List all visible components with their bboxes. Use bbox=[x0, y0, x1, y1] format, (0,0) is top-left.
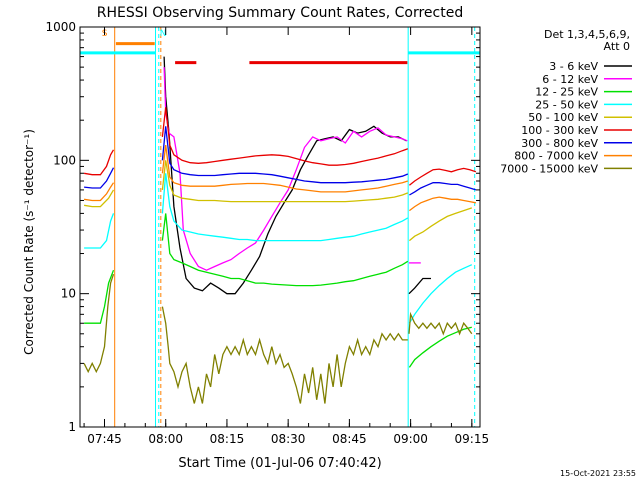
x-tick-label-1: 08:00 bbox=[148, 432, 183, 446]
axes: 07:45 08:00 08:15 08:30 08:45 09:00 09:15 1 10 10… bbox=[45, 20, 489, 446]
y-axis-label: Corrected Count Rate (s⁻¹ detector⁻¹) bbox=[22, 129, 36, 355]
legend-label-7: 800 - 7000 keV bbox=[514, 150, 598, 163]
x-tick-label-2: 08:15 bbox=[210, 432, 245, 446]
series-5-segment-2 bbox=[408, 167, 477, 186]
series-8-segment-0 bbox=[83, 273, 115, 374]
legend-label-3: 25 - 50 keV bbox=[535, 98, 598, 111]
legend-header-line-2: Att 0 bbox=[604, 40, 630, 53]
series-2-segment-2 bbox=[408, 326, 472, 368]
legend-label-8: 7000 - 15000 keV bbox=[500, 162, 598, 175]
x-tick-label-4: 08:45 bbox=[332, 432, 367, 446]
series-6-segment-2 bbox=[409, 182, 477, 196]
x-tick-label-6: 09:15 bbox=[455, 432, 490, 446]
series-3-segment-0 bbox=[84, 213, 115, 249]
series-4-segment-2 bbox=[408, 207, 473, 242]
flag-label-n: N bbox=[160, 29, 167, 39]
series-8-segment-2 bbox=[408, 311, 473, 336]
series-6-segment-1 bbox=[161, 126, 409, 184]
plot-inner: SN bbox=[80, 27, 480, 427]
series-7-segment-1 bbox=[161, 145, 408, 193]
series-3-segment-1 bbox=[161, 173, 409, 242]
x-tick-label-5: 09:00 bbox=[393, 432, 428, 446]
plot-area: SN bbox=[80, 27, 480, 427]
series-0-segment-1 bbox=[408, 277, 431, 295]
series-1-segment-0 bbox=[163, 67, 408, 271]
y-tick-label-0: 1 bbox=[68, 420, 76, 434]
legend-label-4: 50 - 100 keV bbox=[528, 111, 598, 124]
legend-label-1: 6 - 12 keV bbox=[542, 73, 598, 86]
series-7-segment-0 bbox=[84, 182, 115, 202]
y-tick-label-1: 10 bbox=[61, 287, 76, 301]
y-tick-label-3: 1000 bbox=[45, 20, 76, 34]
series-7-segment-2 bbox=[409, 196, 477, 212]
x-tick-label-3: 08:30 bbox=[271, 432, 306, 446]
series-0-segment-0 bbox=[163, 56, 407, 295]
x-axis-label: Start Time (01-Jul-06 07:40:42) bbox=[178, 456, 381, 471]
y-tick-label-2: 100 bbox=[53, 153, 76, 167]
legend-label-2: 12 - 25 keV bbox=[535, 86, 598, 99]
series-5-segment-0 bbox=[83, 149, 115, 176]
legend-header-line-1: Det 1,3,4,5,6,9, bbox=[544, 28, 630, 41]
footer-timestamp: 15-Oct-2021 23:55 bbox=[560, 469, 636, 478]
x-tick-label-0: 07:45 bbox=[87, 432, 122, 446]
plot-frame bbox=[79, 26, 481, 428]
series-6-segment-0 bbox=[84, 167, 115, 189]
chart-title: RHESSI Observing Summary Count Rates, Co… bbox=[97, 5, 463, 21]
series-8-segment-1 bbox=[161, 306, 408, 404]
series-5-segment-1 bbox=[161, 107, 409, 166]
series-2-segment-0 bbox=[84, 269, 115, 324]
legend-label-5: 100 - 300 keV bbox=[521, 124, 598, 137]
series-3-segment-2 bbox=[408, 264, 473, 324]
series-4-segment-1 bbox=[161, 160, 409, 203]
legend-label-0: 3 - 6 keV bbox=[549, 60, 598, 73]
series-4-segment-0 bbox=[83, 189, 115, 208]
legend-label-6: 300 - 800 keV bbox=[521, 137, 598, 150]
series-2-segment-1 bbox=[161, 213, 409, 287]
